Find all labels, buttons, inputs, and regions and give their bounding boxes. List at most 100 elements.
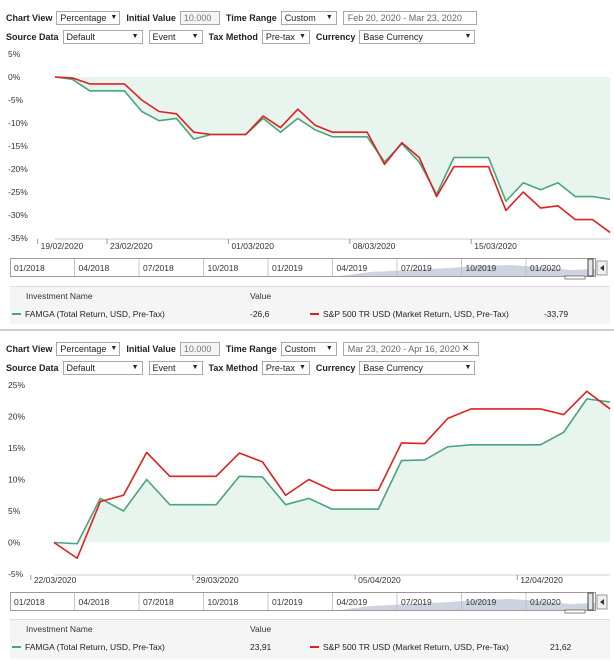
y-tick-label: -20% [8,164,28,174]
tax-method-select[interactable]: Pre-tax ▼ [261,29,310,44]
event-select[interactable]: Event ▼ [148,29,203,44]
chart-view-label: Chart View [6,12,53,23]
legend-series-value: -26,6 [250,309,270,319]
performance-chart[interactable]: 5% 0% -5% -10% -15% -20% -25% -30% -35% 19/02/202… [0,46,614,258]
date-range-input[interactable]: Feb 20, 2020 - Mar 23, 2020 [342,10,477,25]
legend-series-value: 21,62 [550,642,572,652]
y-tick-label: 25% [8,380,25,390]
y-tick-label: -35% [8,233,28,243]
chart-view-value: Percentage [60,343,107,354]
navigator-tick-label: 04/2018 [79,597,110,607]
legend-series-name: S&P 500 TR USD (Market Return, USD, Pre-… [323,642,509,652]
legend-row: FAMGA (Total Return, USD, Pre-Tax) [12,309,165,319]
initial-value-label: Initial Value [126,12,176,23]
value-header: Value [250,291,272,301]
legend-series-value: 23,91 [250,642,272,652]
event-select[interactable]: Event ▼ [148,360,203,375]
time-range-label: Time Range [225,12,277,23]
navigator-tick-label: 01/2020 [530,597,561,607]
toolbar-row-1: Chart View Percentage ▼ Initial Value 10.… [6,341,610,356]
y-tick-label: -10% [8,118,28,128]
initial-value-input[interactable]: 10.000 [179,341,220,356]
navigator-tick-label: 10/2019 [466,597,497,607]
series-line-famga [54,76,611,202]
y-tick-label: 5% [8,506,21,516]
legend-series-value: -33,79 [544,309,569,319]
series-line-famga [53,398,611,545]
currency-select[interactable]: Base Currency ▼ [359,360,476,375]
chevron-down-icon: ▼ [325,345,333,352]
tax-method-select[interactable]: Pre-tax ▼ [261,360,310,375]
chart-view-select[interactable]: Percentage ▼ [56,341,121,356]
navigator-history-area [340,599,595,610]
x-tick-label: 01/03/2020 [231,241,274,251]
navigator-tick-label: 10/2019 [466,263,497,273]
legend-series-name: FAMGA (Total Return, USD, Pre-Tax) [25,309,165,319]
y-tick-label: 5% [8,49,21,59]
legend-series-name: FAMGA (Total Return, USD, Pre-Tax) [25,642,165,652]
x-tick-label: 29/03/2020 [196,575,239,585]
chart-svg: 25% 20% 15% 10% 5% 0% -5% 22/03/2020 29/03/2020 0… [8,380,611,585]
y-tick-label: -25% [8,187,28,197]
initial-value-label: Initial Value [126,343,176,354]
y-tick-label: 10% [8,475,25,485]
navigator-tick-label: 10/2018 [208,597,239,607]
source-data-value: Default [66,31,96,42]
chevron-down-icon: ▼ [110,14,118,21]
y-tick-label: 0% [8,72,21,82]
navigator-tick-label: 07/2019 [401,597,432,607]
time-range-select[interactable]: Custom ▼ [280,341,337,356]
toolbar-row-2: Source Data Default ▼ Event ▼ Tax Method P… [6,360,610,375]
x-tick-label: 08/03/2020 [353,241,396,251]
navigator-grip [564,609,586,614]
legend-swatch [310,646,319,648]
currency-label: Currency [315,362,356,373]
x-tick-label: 22/03/2020 [34,575,77,585]
legend-swatch [12,313,21,315]
chart-view-label: Chart View [6,343,53,354]
chart-panel-1: Chart View Percentage ▼ Initial Value 10.… [0,0,614,330]
chart-view-select[interactable]: Percentage ▼ [56,10,121,25]
event-value: Event [152,362,176,373]
navigator-tick-label: 07/2019 [401,263,432,273]
currency-select[interactable]: Base Currency ▼ [359,29,476,44]
legend-table: Investment Name Value FAMGA (Total Retur… [10,619,610,659]
toolbar-row-1: Chart View Percentage ▼ Initial Value 10.… [6,10,610,25]
chevron-down-icon: ▼ [298,33,306,40]
performance-chart[interactable]: 25% 20% 15% 10% 5% 0% -5% 22/03/2020 29/03/2020 0… [0,376,614,589]
source-data-value: Default [66,362,96,373]
legend-row: S&P 500 TR USD (Market Return, USD, Pre-… [310,309,509,319]
source-data-select[interactable]: Default ▼ [62,29,143,44]
chevron-down-icon: ▼ [325,14,333,21]
y-tick-label: 20% [8,412,25,422]
x-tick-label: 15/03/2020 [474,241,517,251]
currency-value: Base Currency [363,31,423,42]
chevron-down-icon: ▼ [191,33,199,40]
currency-value: Base Currency [363,362,423,373]
navigator-svg: 01/2018 04/2018 07/2018 10/2018 01/2019 04/20… [10,258,608,280]
investment-name-header: Investment Name [26,624,93,634]
chevron-down-icon: ▼ [131,33,139,40]
chevron-left-icon [600,599,604,605]
value-header: Value [250,624,272,634]
time-range-select[interactable]: Custom ▼ [280,10,337,25]
source-data-select[interactable]: Default ▼ [62,360,143,375]
y-tick-label: -5% [8,569,24,579]
chevron-down-icon: ▼ [131,364,139,371]
legend-row: S&P 500 TR USD (Market Return, USD, Pre-… [310,642,509,652]
initial-value-input[interactable]: 10.000 [179,10,220,25]
tax-method-value: Pre-tax [265,31,295,42]
navigator-tick-label: 01/2020 [530,263,561,273]
legend-swatch [12,646,21,648]
y-tick-label: 0% [8,538,21,548]
investment-name-header: Investment Name [26,291,93,301]
close-icon[interactable]: ✕ [461,343,470,353]
time-range-value: Custom [284,343,316,354]
navigator-history-area [340,265,595,276]
navigator-tick-label: 07/2018 [143,597,174,607]
time-navigator[interactable]: 01/2018 04/2018 07/2018 10/2018 01/2019 04/20… [10,592,610,614]
date-range-input[interactable]: Mar 23, 2020 - Apr 16, 2020 ✕ [342,341,479,356]
chevron-down-icon: ▼ [191,364,199,371]
navigator-tick-label: 01/2018 [14,597,45,607]
time-navigator[interactable]: 01/2018 04/2018 07/2018 10/2018 01/2019 04/20… [10,258,610,280]
